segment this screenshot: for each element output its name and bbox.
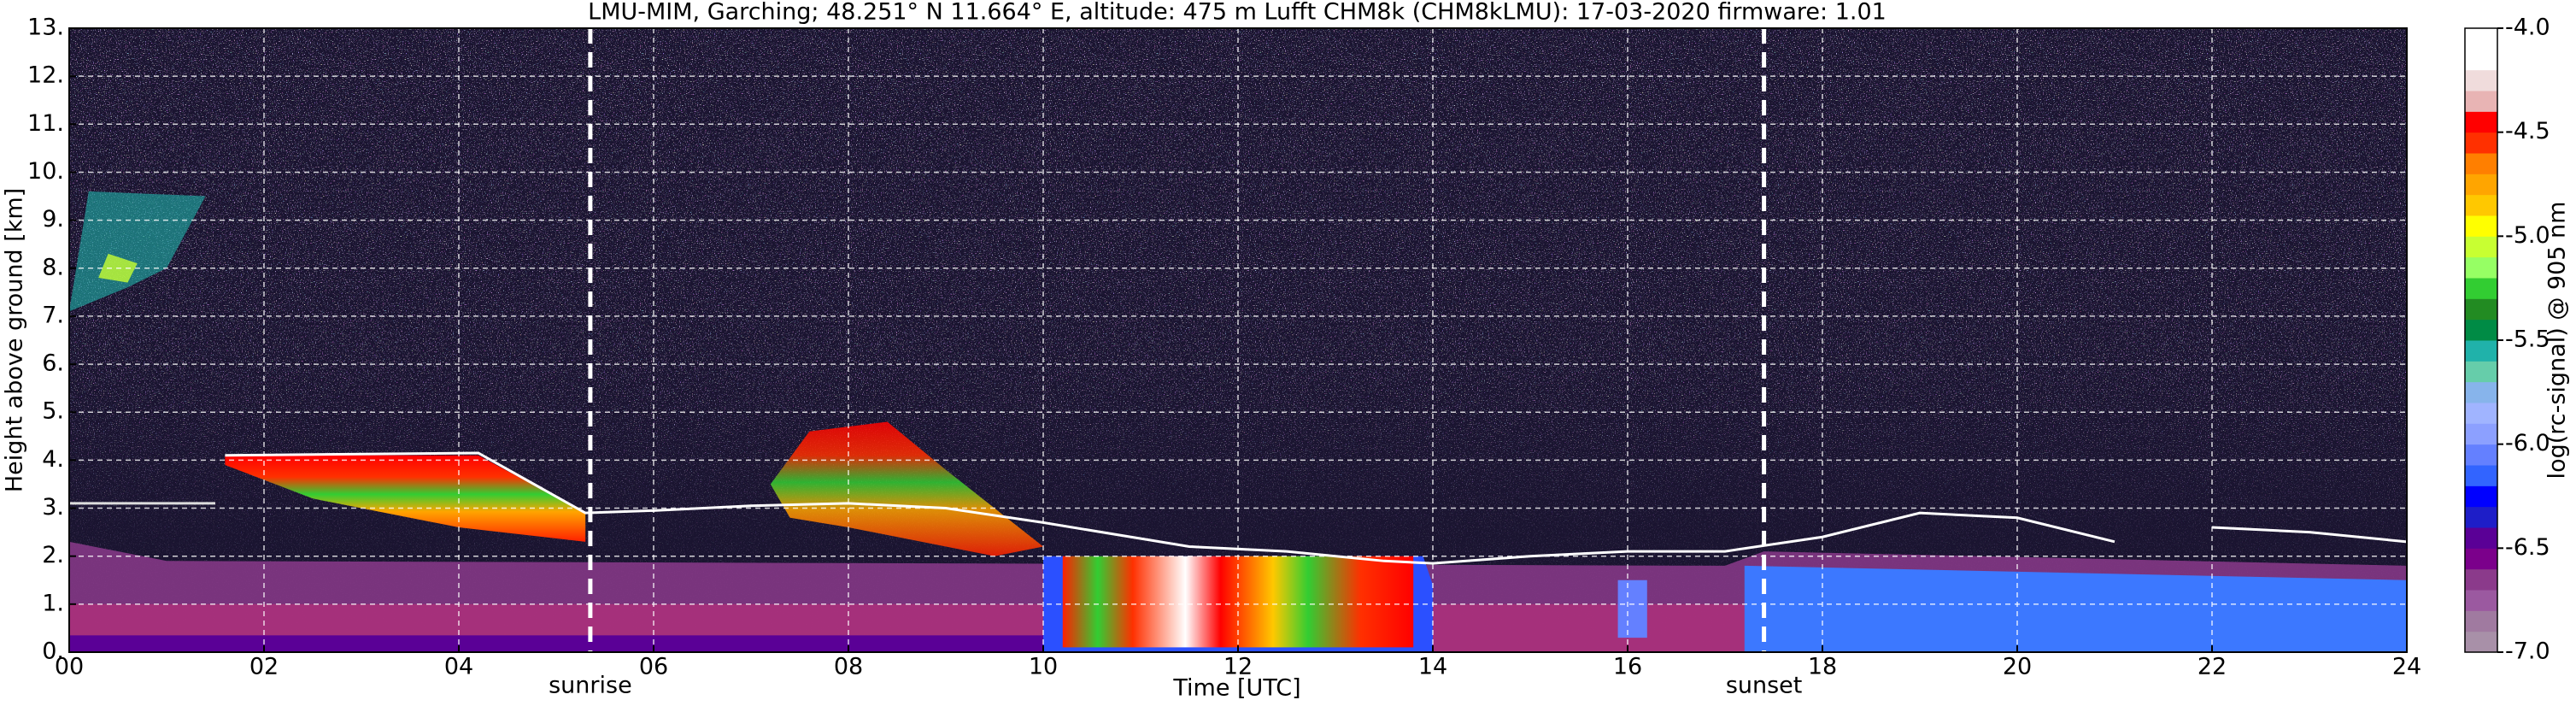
x-tick-label: 16 [1613,654,1642,680]
x-tick-label: 04 [444,654,473,680]
colorbar-tick-label: -5.5 [2505,327,2550,353]
colorbar-swatch [2465,236,2497,258]
colorbar-swatch [2465,485,2497,508]
colorbar-tick-label: -6.5 [2505,534,2550,561]
x-tick-label: 12 [1223,654,1253,680]
x-axis-label: Time [UTC] [1172,675,1300,702]
colorbar-swatch [2465,49,2497,71]
colorbar-tick-label: -4.0 [2505,15,2550,41]
y-tick-label: 10. [27,158,64,185]
colorbar-tick-label: -6.0 [2505,430,2550,456]
y-tick-label: 8. [42,254,64,280]
x-tick-label: 00 [55,654,84,680]
x-tick-label: 22 [2198,654,2227,680]
colorbar-swatch [2465,527,2497,549]
x-tick-label: 06 [639,654,668,680]
x-tick-label: 24 [2392,654,2421,680]
colorbar: -4.0 -4.5 -5.0 -5.5 -6.0 -6.5 -7.0 [2464,15,2550,665]
x-tick-label: 18 [1808,654,1837,680]
colorbar-swatch [2465,568,2497,591]
annotations: sunrise sunset [549,28,1802,699]
y-tick-label: 4. [42,446,64,473]
y-tick-label: 6. [42,350,64,377]
colorbar-swatch [2465,69,2497,91]
colorbar-swatch [2465,194,2497,216]
colorbar-swatch [2465,132,2497,154]
y-tick-label: 7. [42,302,64,328]
colorbar-swatch [2465,444,2497,466]
y-tick-label: 11. [27,110,64,137]
colorbar-swatch [2465,91,2497,112]
chart-title: LMU-MIM, Garching; 48.251° N 11.664° E, … [588,0,1887,26]
y-tick-label: 9. [42,206,64,232]
y-tick-label: 13. [27,15,64,41]
x-tick-label: 08 [834,654,863,680]
y-axis-label: Height above ground [km] [2,188,28,492]
colorbar-swatch [2465,631,2497,653]
colorbar-tick-label: -5.0 [2505,222,2550,249]
colorbar-tick-label: -4.5 [2505,118,2550,144]
colorbar-swatch [2465,381,2497,403]
colorbar-swatch [2465,610,2497,632]
x-tick-label: 20 [2003,654,2032,680]
colorbar-tick-label: -7.0 [2505,638,2550,665]
y-tick-label: 12. [27,62,64,89]
colorbar-swatch [2465,361,2497,383]
colorbar-swatch [2465,506,2497,528]
colorbar-swatch [2465,278,2497,299]
colorbar-swatch [2465,111,2497,133]
annotation-label: sunrise [549,673,632,699]
y-tick-label: 5. [42,398,64,425]
annotation-label: sunset [1726,673,1803,699]
colorbar-swatch [2465,340,2497,362]
x-tick-label: 02 [249,654,279,680]
colorbar-swatch [2465,423,2497,445]
colorbar-swatch [2465,548,2497,570]
colorbar-swatch [2465,28,2497,50]
colorbar-swatch [2465,465,2497,486]
colorbar-swatch [2465,153,2497,174]
colorbar-label: log(rc-signal) @ 905 nm [2544,202,2571,479]
x-tick-label: 10 [1029,654,1058,680]
y-tick-label: 1. [42,590,64,616]
y-tick-label: 2. [42,542,64,568]
colorbar-swatch [2465,319,2497,341]
colorbar-swatch [2465,215,2497,237]
x-tick-label: 14 [1418,654,1447,680]
plot-frame [68,27,2408,653]
y-tick-label: 0. [42,638,64,665]
colorbar-swatch [2465,256,2497,279]
colorbar-swatch [2465,403,2497,424]
y-tick-label: 3. [42,494,64,521]
colorbar-swatch [2465,590,2497,611]
colorbar-swatch [2465,298,2497,321]
colorbar-swatch [2465,174,2497,196]
